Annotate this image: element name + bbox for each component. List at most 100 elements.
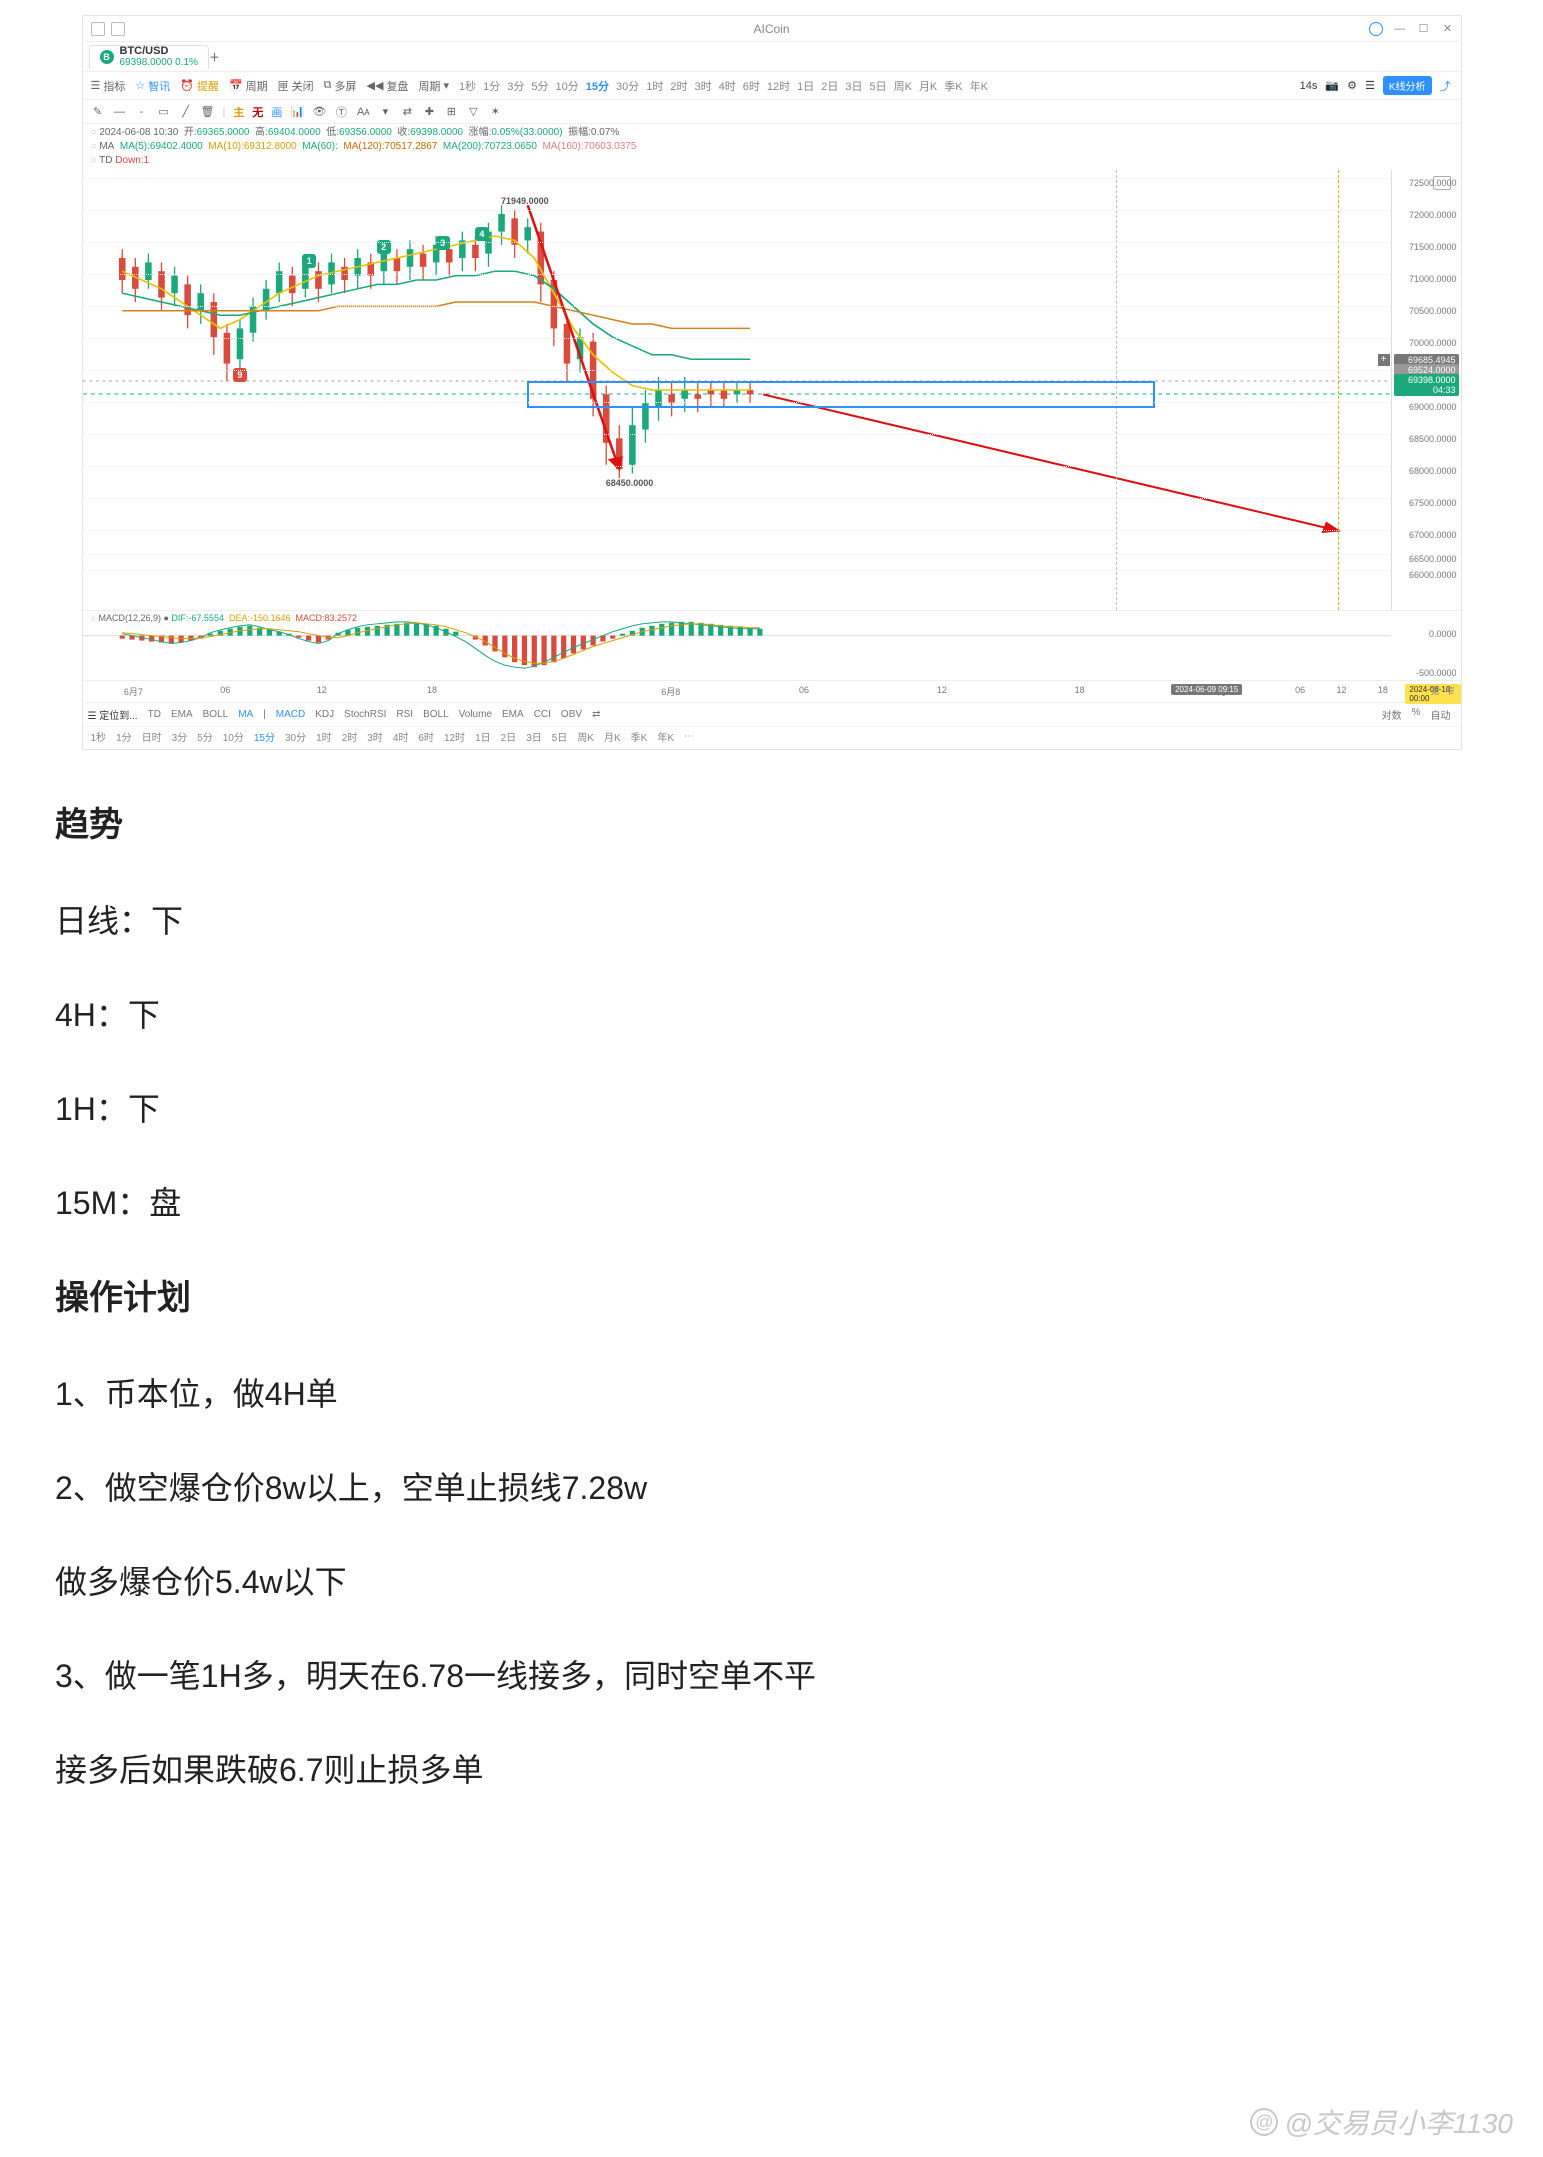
indicator-RSI[interactable]: RSI — [391, 709, 418, 720]
minimize-icon[interactable]: — — [1393, 16, 1407, 42]
toolbar-news[interactable]: ☆ 智讯 — [135, 78, 170, 94]
auto-scale[interactable]: 自动 — [1431, 707, 1451, 722]
support-zone-box[interactable] — [527, 381, 1155, 407]
timeframe-10分[interactable]: 10分 — [555, 78, 578, 94]
draw-label[interactable]: 画 — [271, 104, 282, 120]
close-icon[interactable]: ✕ — [1441, 16, 1455, 42]
rect-icon[interactable]: ▭ — [157, 105, 171, 119]
filter-icon[interactable]: ▽ — [466, 105, 480, 119]
timeframe-12时[interactable]: 12时 — [767, 78, 790, 94]
bottom-tf-5分[interactable]: 5分 — [197, 729, 213, 744]
bottom-tf-3时[interactable]: 3时 — [367, 729, 383, 744]
timeframe-3分[interactable]: 3分 — [507, 78, 524, 94]
timeframe-2日[interactable]: 2日 — [821, 78, 838, 94]
trash-icon[interactable]: 🗑 — [201, 105, 215, 119]
timeframe-4时[interactable]: 4时 — [719, 78, 736, 94]
indicator-sep[interactable]: | — [258, 709, 271, 720]
down-icon[interactable]: ▾ — [378, 105, 392, 119]
indicator-EMA[interactable]: EMA — [497, 709, 529, 720]
indicator-MACD[interactable]: MACD — [271, 709, 310, 720]
main-pane-label[interactable]: 主 — [233, 104, 244, 120]
pencil-icon[interactable]: ✎ — [91, 105, 105, 119]
bottom-tf-1分[interactable]: 1分 — [116, 729, 132, 744]
indicator-BOLL[interactable]: BOLL — [198, 709, 234, 720]
eye-icon[interactable]: 👁 — [312, 105, 326, 119]
snapshot-icon[interactable]: 📷 — [1325, 79, 1339, 92]
price-pane[interactable]: 71949.000068450.0000 12349 — [83, 170, 1391, 610]
bottom-tf-6时[interactable]: 6时 — [418, 729, 434, 744]
maximize-icon[interactable]: ☐ — [1417, 16, 1431, 42]
bottom-tf-10分[interactable]: 10分 — [223, 729, 244, 744]
pct-scale[interactable]: % — [1412, 707, 1421, 722]
timeframe-30分[interactable]: 30分 — [616, 78, 639, 94]
indicator-Volume[interactable]: Volume — [454, 709, 497, 720]
indicator-TD[interactable]: TD — [143, 709, 166, 720]
timeframe-5日[interactable]: 5日 — [869, 78, 886, 94]
toolbar-cycle[interactable]: 📅 周期 — [229, 78, 268, 94]
indicator-BOLL[interactable]: BOLL — [418, 709, 454, 720]
zoom-control[interactable]: 宽 — [1430, 684, 1439, 697]
bottom-tf-30分[interactable]: 30分 — [285, 729, 306, 744]
add-alert-icon[interactable]: + — [1378, 354, 1390, 366]
layers-icon[interactable]: ☰ — [1365, 79, 1375, 92]
bottom-tf-季K[interactable]: 季K — [631, 729, 648, 744]
grid-icon[interactable]: ⊞ — [444, 105, 458, 119]
timeframe-1分[interactable]: 1分 — [483, 78, 500, 94]
locate-button[interactable]: ☰ 定位到... — [83, 707, 143, 722]
back-icon[interactable] — [91, 22, 105, 36]
text-icon[interactable]: Ⓣ — [334, 105, 348, 119]
more-indicators-icon[interactable]: ⇄ — [587, 709, 605, 720]
bottom-tf-2时[interactable]: 2时 — [342, 729, 358, 744]
bottom-tf-12时[interactable]: 12时 — [444, 729, 465, 744]
line-icon[interactable]: — — [113, 105, 127, 119]
tool1-icon[interactable]: ✚ — [422, 105, 436, 119]
timeframe-6时[interactable]: 6时 — [743, 78, 760, 94]
erase-icon[interactable]: - — [135, 105, 149, 119]
add-tab-icon[interactable]: ＋ — [209, 49, 220, 65]
bottom-tf-3日[interactable]: 3日 — [526, 729, 542, 744]
bottom-tf-月K[interactable]: 月K — [604, 729, 621, 744]
bottom-tf-1秒[interactable]: 1秒 — [91, 729, 107, 744]
more-icon[interactable]: ✶ — [488, 105, 502, 119]
search-icon[interactable] — [1369, 22, 1383, 36]
timeframe-2时[interactable]: 2时 — [670, 78, 687, 94]
timeframe-季K[interactable]: 季K — [944, 78, 962, 94]
timeframe-周K[interactable]: 周K — [894, 78, 912, 94]
toolbar-period[interactable]: 周期 ▾ — [418, 78, 449, 94]
bottom-tf-1时[interactable]: 1时 — [316, 729, 332, 744]
toolbar-multi[interactable]: ⧉ 多屏 — [324, 78, 357, 94]
indicator-EMA[interactable]: EMA — [166, 709, 198, 720]
timeframe-1日[interactable]: 1日 — [797, 78, 814, 94]
line2-icon[interactable]: ╱ — [179, 105, 193, 119]
indicator-CCI[interactable]: CCI — [529, 709, 556, 720]
timeframe-3时[interactable]: 3时 — [694, 78, 711, 94]
indicator-MA[interactable]: MA — [233, 709, 258, 720]
bottom-tf-2日[interactable]: 2日 — [501, 729, 517, 744]
toolbar-indicator[interactable]: ☰ 指标 — [91, 78, 126, 94]
sync-icon[interactable]: ⇄ — [400, 105, 414, 119]
timeframe-1时[interactable]: 1时 — [646, 78, 663, 94]
timeframe-月K[interactable]: 月K — [919, 78, 937, 94]
bottom-tf-4时[interactable]: 4时 — [393, 729, 409, 744]
macd-pane[interactable]: ○ MACD(12,26,9) ● DIF:-67.5554 DEA:-150.… — [83, 610, 1461, 680]
fwd-icon[interactable] — [111, 22, 125, 36]
bottom-tf-年K[interactable]: 年K — [657, 729, 674, 744]
timeframe-5分[interactable]: 5分 — [531, 78, 548, 94]
indicator-StochRSI[interactable]: StochRSI — [339, 709, 391, 720]
timeframe-15分[interactable]: 15分 — [586, 78, 609, 94]
indicator-KDJ[interactable]: KDJ — [310, 709, 339, 720]
bottom-tf-日时[interactable]: 日时 — [142, 729, 162, 744]
toolbar-close[interactable]: 匣 关闭 — [278, 78, 314, 94]
kline-analysis-button[interactable]: K线分析 — [1383, 76, 1432, 95]
toolbar-alert[interactable]: ⏰ 提醒 — [180, 78, 219, 94]
aa-icon[interactable]: Aᴀ — [356, 105, 370, 119]
bottom-tf-15分[interactable]: 15分 — [254, 729, 275, 744]
timeframe-年K[interactable]: 年K — [970, 78, 988, 94]
timeframe-1秒[interactable]: 1秒 — [459, 78, 476, 94]
chart-icon[interactable]: 📊 — [290, 105, 304, 119]
chart-area[interactable]: 71949.000068450.0000 12349 72500.0000720… — [83, 170, 1461, 610]
sub-pane-label[interactable]: 无 — [252, 104, 263, 120]
toolbar-replay[interactable]: ◀◀ 复盘 — [367, 78, 409, 94]
timeframe-3日[interactable]: 3日 — [845, 78, 862, 94]
bottom-tf-3分[interactable]: 3分 — [172, 729, 188, 744]
